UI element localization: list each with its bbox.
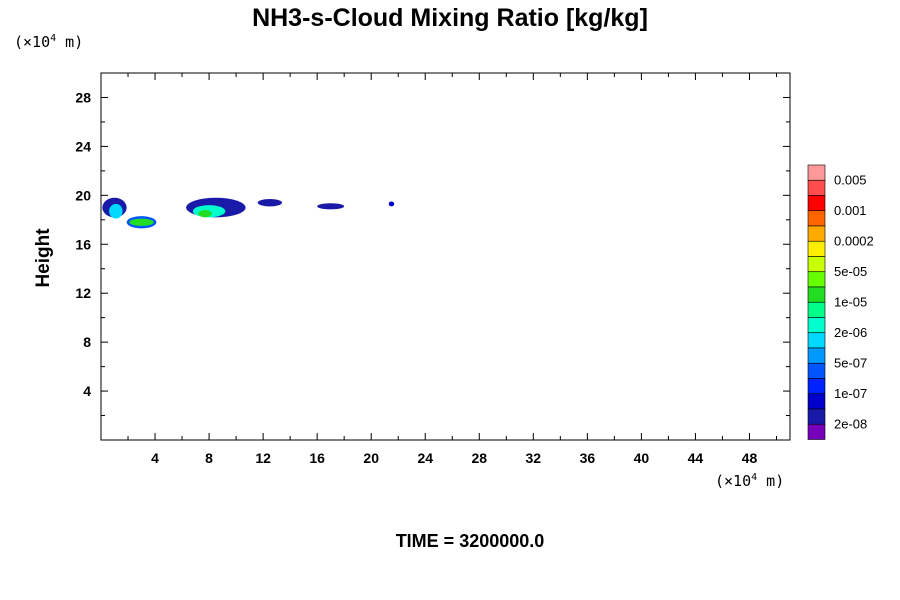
y-tick-label: 24 (75, 138, 91, 154)
cloud-region (388, 201, 395, 207)
colorbar-swatch (807, 393, 826, 410)
y-tick-label: 28 (75, 89, 91, 105)
x-tick-label: 48 (742, 450, 758, 466)
y-tick-label: 16 (75, 236, 91, 252)
colorbar-swatch (807, 317, 826, 334)
cloud-region (109, 203, 123, 219)
colorbar-swatch (807, 271, 826, 288)
plot-frame (100, 72, 791, 441)
colorbar-label: 1e-07 (834, 386, 867, 401)
cloud-region (257, 199, 283, 207)
colorbar-swatch (807, 240, 826, 257)
time-label: TIME = 3200000.0 (395, 531, 545, 551)
colorbar: 0.005 0.001 0.0002 5e-05 1e-05 2e-06 5e-07 1e-0… (807, 164, 874, 440)
colorbar-swatch (807, 378, 826, 395)
colorbar-label: 2e-06 (834, 325, 867, 340)
colorbar-swatch (807, 362, 826, 379)
colorbar-swatch (807, 286, 826, 303)
colorbar-label: 0.0002 (834, 233, 874, 248)
y-tick-label: 8 (83, 334, 91, 350)
y-axis-ticks: 4 8 12 16 20 24 28 (75, 89, 790, 417)
colorbar-label: 2e-08 (834, 416, 867, 431)
colorbar-swatch (807, 408, 826, 425)
x-tick-label: 24 (417, 450, 433, 466)
y-tick-label: 12 (75, 285, 91, 301)
x-tick-label: 16 (309, 450, 325, 466)
colorbar-label: 5e-05 (834, 264, 867, 279)
x-tick-label: 40 (634, 450, 650, 466)
cloud-region (129, 218, 154, 226)
x-axis-unit: (×104 m) (715, 472, 785, 490)
colorbar-swatch (807, 164, 826, 181)
x-tick-label: 28 (471, 450, 487, 466)
colorbar-swatch (807, 301, 826, 318)
x-tick-label: 8 (205, 450, 213, 466)
colorbar-label: 5e-07 (834, 355, 867, 370)
x-tick-label: 4 (151, 450, 159, 466)
x-axis-ticks: 4 8 12 16 20 24 28 32 36 40 44 48 (127, 73, 777, 466)
colorbar-swatch (807, 225, 826, 242)
colorbar-label: 0.001 (834, 203, 867, 218)
cloud-layer (102, 197, 395, 229)
y-tick-label: 4 (83, 383, 91, 399)
colorbar-swatch (807, 210, 826, 227)
x-tick-label: 20 (363, 450, 379, 466)
chart-title: NH3-s-Cloud Mixing Ratio [kg/kg] (252, 4, 648, 32)
x-tick-label: 36 (580, 450, 596, 466)
colorbar-swatch (807, 347, 826, 364)
x-tick-label: 32 (526, 450, 542, 466)
colorbar-swatch (807, 179, 826, 196)
cloud-region (317, 203, 345, 210)
colorbar-swatch (807, 195, 826, 212)
colorbar-label: 1e-05 (834, 294, 867, 309)
x-tick-label: 12 (255, 450, 271, 466)
colorbar-swatch (807, 332, 826, 349)
cloud-region (198, 210, 212, 218)
y-axis-unit: (×104 m) (14, 33, 84, 51)
colorbar-label: 0.005 (834, 172, 867, 187)
colorbar-swatch (807, 423, 826, 440)
y-tick-label: 20 (75, 187, 91, 203)
colorbar-swatch (807, 256, 826, 273)
x-tick-label: 44 (688, 450, 704, 466)
